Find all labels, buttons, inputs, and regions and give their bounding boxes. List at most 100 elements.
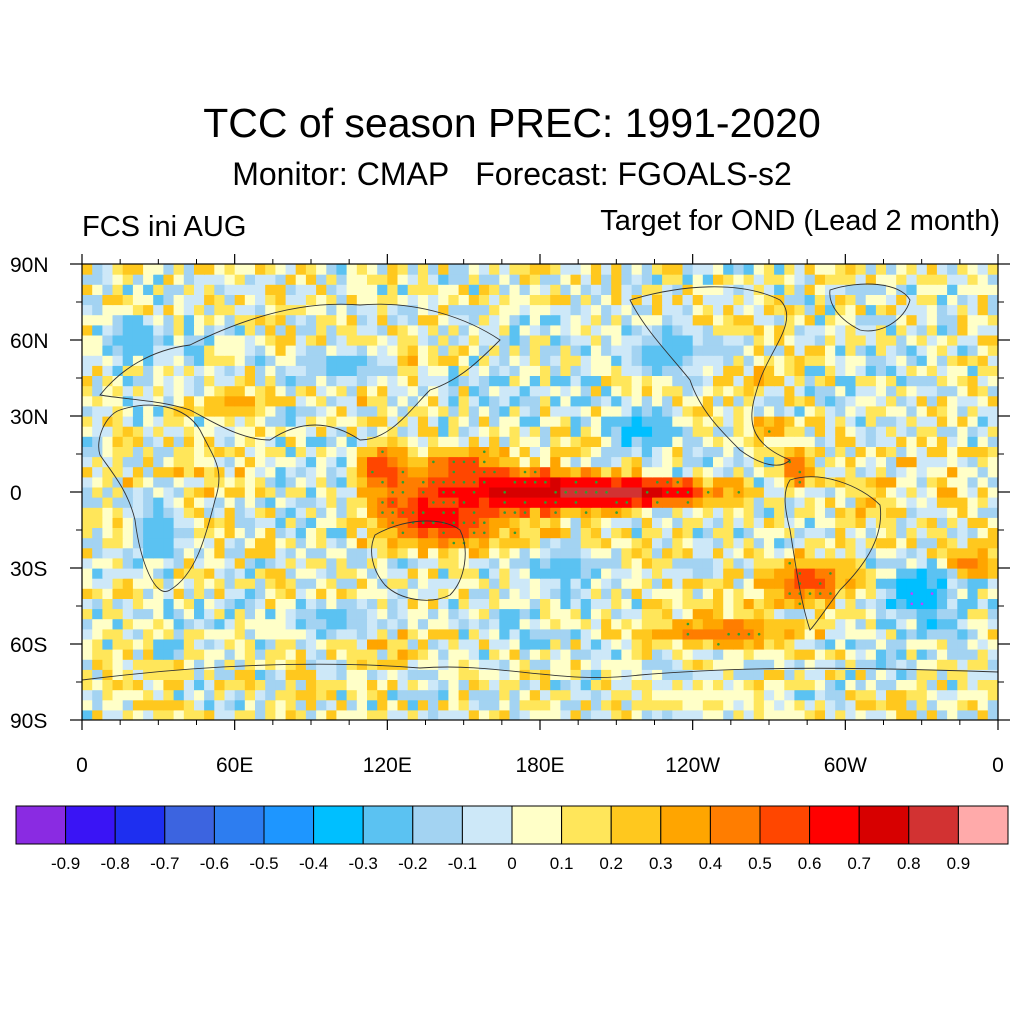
field-cell <box>509 314 521 326</box>
field-cell <box>265 416 276 427</box>
field-cell <box>580 497 592 508</box>
field-cell <box>570 274 582 285</box>
significance-dot <box>452 501 456 504</box>
field-cell <box>489 304 500 316</box>
field-cell <box>743 517 755 528</box>
field-cell <box>478 547 490 559</box>
field-cell <box>967 578 979 589</box>
significance-dot <box>442 491 445 494</box>
significance-dot <box>788 592 791 595</box>
field-cell <box>753 568 765 579</box>
field-cell <box>702 446 714 458</box>
field-cell <box>468 294 480 306</box>
field-cell <box>316 507 327 518</box>
field-cell <box>377 375 388 387</box>
field-cell <box>794 517 806 528</box>
field-cell <box>926 628 938 640</box>
field-cell <box>468 628 480 640</box>
field-cell <box>641 517 653 528</box>
field-cell <box>275 395 287 407</box>
field-cell <box>865 588 877 599</box>
field-cell <box>529 507 541 518</box>
field-cell <box>845 385 857 397</box>
field-cell <box>367 527 378 539</box>
correlation-field <box>82 264 998 720</box>
field-cell <box>733 436 745 447</box>
field-cell <box>662 345 673 356</box>
colorbar-swatch <box>362 805 414 845</box>
field-cell <box>957 628 969 640</box>
field-cell <box>92 649 103 660</box>
field-cell <box>763 385 775 397</box>
field-cell <box>875 588 887 599</box>
field-cell <box>82 446 93 458</box>
field-cell <box>112 274 124 285</box>
field-cell <box>590 547 602 559</box>
field-cell <box>204 638 215 650</box>
field-cell <box>356 466 368 478</box>
field-cell <box>458 294 470 306</box>
field-cell <box>143 355 154 366</box>
field-cell <box>804 355 816 366</box>
field-cell <box>285 385 297 397</box>
significance-dot <box>391 501 395 504</box>
field-cell <box>428 355 439 366</box>
field-cell <box>794 385 806 397</box>
field-cell <box>468 689 480 701</box>
field-cell <box>173 527 185 539</box>
field-cell <box>896 314 907 326</box>
field-cell <box>183 314 195 326</box>
field-cell <box>489 405 500 417</box>
field-cell <box>906 385 918 397</box>
significance-dot <box>401 480 405 484</box>
field-cell <box>550 689 561 701</box>
field-cell <box>448 659 460 670</box>
field-cell <box>835 405 846 417</box>
field-cell <box>784 416 796 427</box>
field-cell <box>204 385 215 397</box>
field-cell <box>82 628 93 640</box>
field-cell <box>255 507 266 518</box>
field-cell <box>295 314 307 326</box>
field-cell <box>723 669 734 680</box>
field-cell <box>621 679 633 691</box>
field-cell <box>92 527 103 539</box>
field-cell <box>356 324 368 336</box>
field-cell <box>153 405 164 417</box>
field-cell <box>916 355 928 366</box>
field-cell <box>794 405 806 417</box>
field-cell <box>417 547 429 559</box>
field-cell <box>652 598 663 610</box>
field-cell <box>295 669 307 680</box>
field-cell <box>601 314 612 326</box>
field-cell <box>692 395 704 407</box>
field-cell <box>326 416 338 427</box>
field-cell <box>875 537 887 549</box>
field-cell <box>845 679 857 691</box>
field-cell <box>814 547 826 559</box>
field-cell <box>407 547 419 559</box>
field-cell <box>489 274 500 285</box>
field-cell <box>478 395 490 407</box>
field-cell <box>102 476 114 488</box>
field-cell <box>305 689 317 701</box>
field-cell <box>255 476 266 488</box>
field-cell <box>163 568 175 579</box>
field-cell <box>560 679 572 691</box>
field-cell <box>916 709 928 720</box>
field-cell <box>611 527 622 539</box>
field-cell <box>153 466 164 478</box>
field-cell <box>326 284 338 295</box>
field-cell <box>713 618 724 630</box>
field-cell <box>560 446 572 458</box>
field-cell <box>173 284 185 295</box>
field-cell <box>509 294 521 306</box>
field-cell <box>662 649 673 660</box>
field-cell <box>713 345 724 356</box>
field-cell <box>183 456 195 468</box>
field-cell <box>489 446 500 458</box>
field-cell <box>112 426 124 437</box>
field-cell <box>570 649 582 660</box>
field-cell <box>692 497 704 508</box>
field-cell <box>112 416 124 427</box>
